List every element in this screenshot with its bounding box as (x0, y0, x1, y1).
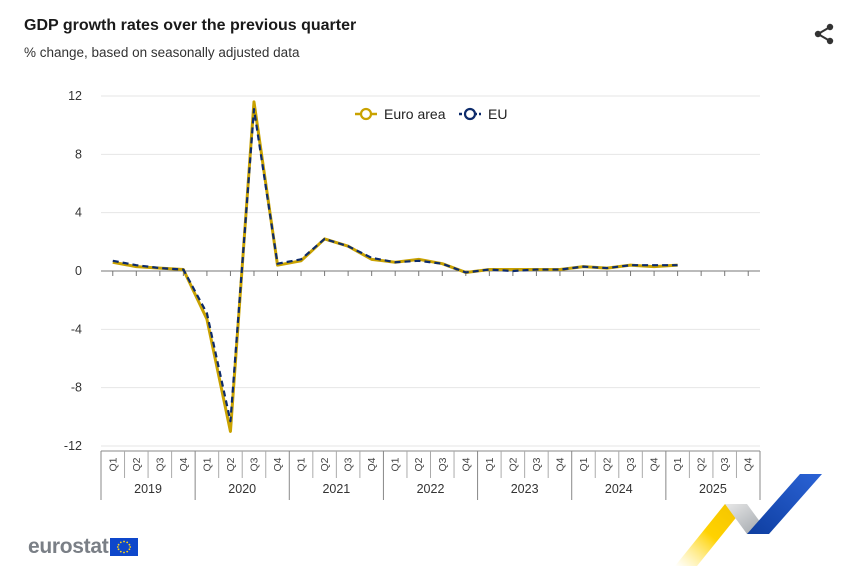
x-quarter-label: Q3 (248, 457, 260, 471)
x-quarter-label: Q3 (719, 457, 731, 471)
data-point-eu (440, 262, 444, 266)
x-quarter-label: Q2 (507, 457, 519, 471)
y-tick-label: -8 (71, 381, 82, 395)
x-year-label: 2025 (699, 482, 727, 496)
x-quarter-label: Q1 (107, 457, 119, 471)
x-quarter-label: Q1 (296, 457, 308, 471)
x-quarter-label: Q1 (672, 457, 684, 471)
x-quarter-label: Q1 (201, 457, 213, 471)
x-quarter-label: Q1 (484, 457, 496, 471)
data-point-euro-area (228, 429, 232, 433)
x-quarter-label: Q3 (625, 457, 637, 471)
data-point-eu (276, 262, 280, 266)
x-quarter-label: Q2 (413, 457, 425, 471)
legend-marker-icon (463, 107, 477, 121)
data-point-eu (205, 311, 209, 315)
x-year-label: 2020 (228, 482, 256, 496)
data-point-eu (370, 256, 374, 260)
data-point-euro-area (252, 100, 256, 104)
x-quarter-label: Q4 (272, 457, 284, 471)
share-icon[interactable] (812, 22, 836, 46)
x-quarter-label: Q4 (743, 457, 755, 471)
y-tick-label: 4 (75, 206, 82, 220)
x-quarter-label: Q2 (602, 457, 614, 471)
data-point-eu (464, 270, 468, 274)
x-year-label: 2021 (322, 482, 350, 496)
y-tick-label: -12 (64, 439, 82, 453)
data-point-eu (228, 419, 232, 423)
series-line-eu (112, 108, 678, 423)
y-tick-label: 0 (75, 264, 82, 278)
data-point-eu (534, 268, 538, 272)
x-year-label: 2023 (511, 482, 539, 496)
x-quarter-label: Q3 (343, 457, 355, 471)
x-quarter-label: Q4 (366, 457, 378, 471)
x-quarter-label: Q1 (390, 457, 402, 471)
logo-text: eurostat (28, 535, 109, 558)
x-quarter-label: Q4 (460, 457, 472, 471)
x-year-label: 2022 (417, 482, 445, 496)
x-quarter-label: Q1 (578, 457, 590, 471)
data-point-eu (605, 266, 609, 270)
data-point-eu (487, 268, 491, 272)
data-point-eu (676, 263, 680, 267)
data-point-eu (417, 259, 421, 263)
data-point-eu (111, 259, 115, 263)
data-point-eu (581, 265, 585, 269)
legend-label-eu: EU (488, 106, 507, 122)
data-point-eu (629, 263, 633, 267)
data-point-eu (511, 269, 515, 273)
x-quarter-label: Q4 (649, 457, 661, 471)
legend-marker-icon (359, 107, 373, 121)
x-quarter-label: Q2 (131, 457, 143, 471)
x-year-label: 2019 (134, 482, 162, 496)
eurostat-logo: eurostat (28, 535, 139, 559)
x-quarter-label: Q4 (178, 457, 190, 471)
data-point-eu (181, 268, 185, 272)
x-quarter-label: Q3 (154, 457, 166, 471)
chart-title: GDP growth rates over the previous quart… (24, 17, 357, 34)
data-point-eu (252, 107, 256, 111)
data-point-eu (158, 266, 162, 270)
data-point-eu (134, 263, 138, 267)
data-point-eu (558, 268, 562, 272)
legend-label-euro-area: Euro area (384, 106, 446, 122)
y-tick-label: 12 (68, 89, 82, 103)
x-year-label: 2024 (605, 482, 633, 496)
x-quarter-label: Q3 (531, 457, 543, 471)
data-point-eu (323, 237, 327, 241)
x-quarter-label: Q2 (319, 457, 331, 471)
x-quarter-label: Q2 (696, 457, 708, 471)
data-point-eu (299, 257, 303, 261)
y-tick-label: -4 (71, 322, 82, 336)
data-point-eu (346, 244, 350, 248)
decorative-chevron-graphic (675, 474, 822, 566)
data-point-eu (393, 260, 397, 264)
chart-subtitle: % change, based on seasonally adjusted d… (24, 45, 300, 60)
x-quarter-label: Q3 (437, 457, 449, 471)
data-point-eu (652, 263, 656, 267)
x-quarter-label: Q4 (554, 457, 566, 471)
data-point-euro-area (205, 317, 209, 321)
y-tick-label: 8 (75, 147, 82, 161)
x-quarter-label: Q2 (225, 457, 237, 471)
eu-flag-icon (110, 538, 139, 556)
